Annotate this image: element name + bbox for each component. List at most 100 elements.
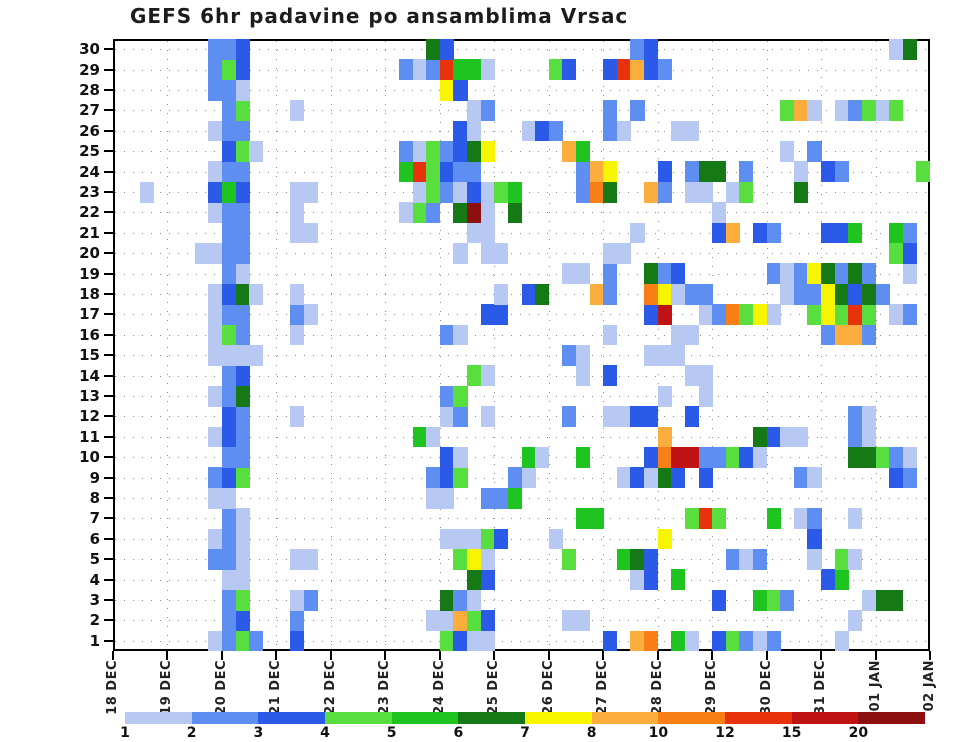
- heatmap-cell: [575, 508, 591, 530]
- x-axis-label: 26 DEC: [540, 660, 556, 715]
- heatmap-cell: [875, 100, 890, 122]
- heatmap-cell: [507, 202, 522, 224]
- heatmap-cell: [712, 589, 727, 611]
- heatmap-cell: [889, 222, 904, 244]
- heatmap-cell: [603, 59, 618, 81]
- heatmap-cell: [221, 39, 237, 60]
- heatmap-cell: [535, 120, 550, 142]
- heatmap-cell: [793, 467, 808, 489]
- legend-tick-label: 1: [120, 725, 130, 741]
- x-axis-label: 02 JAN: [922, 660, 937, 712]
- heatmap-cell: [290, 202, 305, 224]
- heatmap-cell: [235, 569, 250, 591]
- heatmap-cell: [235, 202, 250, 224]
- heatmap-cell: [562, 406, 577, 428]
- heatmap-cell: [848, 222, 863, 244]
- x-axis-tick: [874, 651, 877, 660]
- gridline-vertical: [494, 41, 496, 649]
- y-axis-tick: [104, 313, 113, 316]
- heatmap-cell: [725, 549, 740, 570]
- heatmap-cell: [480, 181, 495, 203]
- heatmap-cell: [807, 467, 822, 489]
- x-axis-tick: [547, 651, 550, 660]
- heatmap-cell: [671, 345, 686, 366]
- heatmap-cell: [221, 79, 237, 101]
- heatmap-cell: [725, 630, 740, 652]
- heatmap-cell: [916, 161, 931, 183]
- heatmap-cell: [821, 304, 836, 326]
- heatmap-cell: [208, 385, 223, 407]
- heatmap-cell: [221, 426, 237, 448]
- y-axis-tick: [104, 435, 113, 438]
- x-axis-tick: [329, 651, 332, 660]
- gridline-horizontal: [115, 232, 928, 234]
- heatmap-cell: [208, 59, 223, 81]
- heatmap-cell: [221, 161, 237, 183]
- gridline-vertical: [548, 41, 550, 649]
- heatmap-cell: [603, 324, 618, 346]
- legend-color-segment: [591, 712, 659, 724]
- heatmap-cell: [834, 222, 849, 244]
- y-axis-label: 21: [79, 223, 100, 242]
- heatmap-cell: [208, 549, 223, 570]
- heatmap-cell: [902, 263, 917, 285]
- heatmap-cell: [861, 304, 877, 326]
- heatmap-cell: [616, 120, 631, 142]
- heatmap-cell: [467, 181, 482, 203]
- heatmap-cell: [221, 528, 237, 550]
- heatmap-cell: [684, 365, 699, 387]
- heatmap-cell: [290, 406, 305, 428]
- heatmap-cell: [208, 630, 223, 652]
- heatmap-cell: [439, 161, 454, 183]
- heatmap-cell: [303, 549, 318, 570]
- x-axis-label: 31 DEC: [813, 660, 829, 715]
- y-axis-label: 26: [79, 121, 100, 140]
- heatmap-cell: [453, 610, 468, 632]
- heatmap-cell: [589, 181, 604, 203]
- heatmap-cell: [739, 447, 754, 468]
- heatmap-cell: [439, 79, 454, 101]
- heatmap-cell: [480, 202, 495, 224]
- heatmap-cell: [698, 365, 713, 387]
- y-axis-tick: [104, 619, 113, 622]
- heatmap-cell: [834, 263, 849, 285]
- legend-tick-label: 8: [586, 725, 597, 741]
- heatmap-cell: [412, 59, 427, 81]
- y-axis-label: 6: [89, 529, 100, 548]
- heatmap-cell: [657, 181, 672, 203]
- heatmap-cell: [793, 161, 808, 183]
- heatmap-cell: [712, 447, 727, 468]
- heatmap-cell: [630, 222, 645, 244]
- heatmap-cell: [221, 304, 237, 326]
- heatmap-cell: [494, 181, 509, 203]
- heatmap-cell: [221, 385, 237, 407]
- y-axis-label: 20: [79, 244, 100, 263]
- gridline-horizontal: [115, 559, 928, 561]
- heatmap-cell: [221, 59, 237, 81]
- gridline-horizontal: [115, 273, 928, 275]
- heatmap-cell: [902, 467, 917, 489]
- heatmap-cell: [221, 263, 237, 285]
- heatmap-cell: [439, 141, 454, 162]
- heatmap-cell: [235, 508, 250, 530]
- legend-tick-label: 7: [520, 725, 530, 741]
- heatmap-cell: [848, 406, 863, 428]
- heatmap-cell: [221, 406, 237, 428]
- heatmap-cell: [821, 263, 836, 285]
- heatmap-cell: [698, 304, 713, 326]
- x-axis-tick: [765, 651, 768, 660]
- heatmap-cell: [235, 263, 250, 285]
- heatmap-cell: [453, 385, 468, 407]
- heatmap-cell: [752, 630, 768, 652]
- heatmap-cell: [398, 202, 414, 224]
- heatmap-cell: [739, 630, 754, 652]
- heatmap-cell: [453, 467, 468, 489]
- heatmap-cell: [194, 243, 209, 264]
- heatmap-cell: [834, 569, 849, 591]
- heatmap-cell: [235, 467, 250, 489]
- gridline-horizontal: [115, 171, 928, 173]
- heatmap-cell: [548, 59, 563, 81]
- heatmap-cell: [712, 630, 727, 652]
- heatmap-cell: [793, 100, 808, 122]
- heatmap-cell: [603, 181, 618, 203]
